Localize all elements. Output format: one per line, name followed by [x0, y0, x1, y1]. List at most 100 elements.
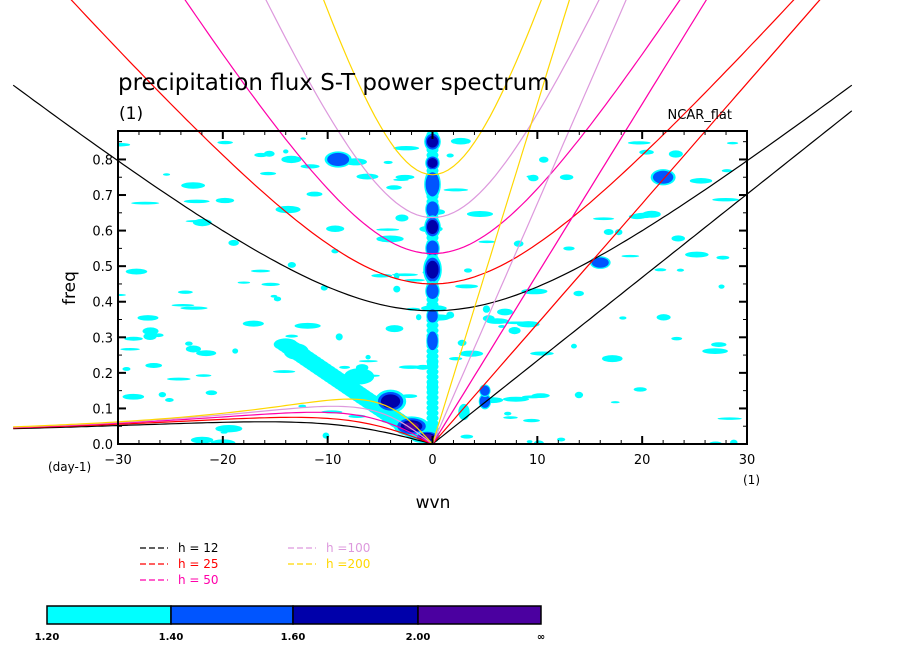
contour-speckle: [671, 336, 683, 341]
colorbar-segment: [170, 605, 294, 625]
contour-speckle: [383, 160, 393, 164]
contour-region: [480, 385, 490, 396]
x-tick-label: 10: [529, 453, 546, 468]
contour-speckle: [482, 305, 491, 313]
contour-speckle: [272, 370, 296, 374]
y-unit-label: (day-1): [48, 460, 91, 474]
contour-region: [426, 260, 439, 279]
contour-speckle: [521, 395, 543, 399]
contour-speckle: [162, 173, 171, 176]
contour-speckle: [563, 246, 575, 251]
contour-region: [426, 354, 439, 371]
legend-label: h = 12: [178, 541, 219, 555]
contour-speckle: [273, 296, 282, 302]
contour-speckle: [530, 351, 554, 356]
contour-speckle: [181, 182, 206, 189]
rossby-wave-curve: [13, 398, 433, 444]
y-tick-label: 0.7: [92, 189, 113, 204]
contour-speckle: [654, 268, 667, 272]
colorbar-segment: [292, 605, 419, 625]
contour-speckle: [205, 390, 218, 396]
contour-speckle: [118, 142, 131, 147]
inertia-gravity-curve: [323, 0, 542, 176]
contour-speckle: [463, 268, 473, 273]
y-tick-label: 0.8: [92, 153, 113, 168]
contour-speckle: [250, 269, 271, 273]
contour-speckle: [504, 321, 529, 325]
contour-speckle: [676, 268, 685, 272]
contour-region: [591, 257, 609, 268]
contour-speckle: [503, 416, 518, 419]
contour-region: [425, 172, 440, 197]
contour-speckle: [395, 174, 415, 180]
x-tick-label: 0: [428, 453, 436, 468]
contour-speckle: [632, 212, 654, 219]
x-unit-label: (1): [743, 473, 760, 487]
contour-speckle: [639, 149, 654, 155]
contour-region: [427, 309, 438, 323]
contour-speckle: [185, 345, 201, 353]
contour-speckle: [393, 272, 400, 280]
contour-speckle: [326, 225, 345, 232]
contour-speckle: [220, 431, 228, 434]
contour-speckle: [365, 354, 371, 360]
contour-speckle: [385, 325, 404, 333]
y-tick-label: 0.4: [92, 296, 113, 311]
contour-region: [426, 377, 439, 397]
dispersion-curves: [12, 0, 853, 444]
contour-speckle: [285, 334, 298, 338]
contour-region: [426, 283, 439, 299]
contour-speckle: [237, 281, 251, 284]
contour-speckle: [712, 198, 739, 202]
contour-speckle: [158, 391, 167, 398]
contour-speckle: [393, 146, 420, 151]
contour-speckle: [124, 336, 143, 341]
y-axis: 0.0 0.1 0.2 0.3 0.4 0.5 0.6 0.7 0.8: [92, 141, 747, 453]
contour-speckle: [215, 197, 235, 204]
contour-speckle: [449, 356, 463, 361]
contour-speckle: [498, 325, 506, 328]
contour-speckle: [717, 417, 742, 420]
contour-speckle: [466, 211, 494, 218]
contour-speckle: [122, 367, 131, 371]
contour-region: [380, 394, 401, 409]
kelvin-wave-line: [431, 0, 627, 444]
contour-speckle: [459, 350, 484, 357]
contour-speckle: [371, 273, 393, 278]
colorbar-label: 1.20: [35, 632, 60, 643]
contour-speckle: [195, 374, 212, 377]
x-tick-label: 30: [739, 453, 756, 468]
contour-speckle: [137, 315, 159, 321]
contour-speckle: [339, 365, 351, 369]
contour-region: [283, 343, 309, 360]
contour-speckle: [300, 137, 307, 140]
contour-speckle: [143, 332, 157, 341]
contour-speckle: [131, 201, 160, 205]
y-tick-label: 0.5: [92, 260, 113, 275]
colorbar-segment: [46, 605, 172, 625]
contour-speckle: [376, 228, 400, 231]
contour-speckle: [358, 360, 378, 363]
contour-speckle: [398, 365, 423, 369]
contour-speckle: [508, 327, 521, 335]
contour-speckle: [526, 440, 533, 444]
contour-region: [344, 368, 375, 385]
contour-speckle: [393, 178, 409, 182]
rossby-wave-curve: [13, 421, 433, 444]
legend-label: h = 25: [178, 557, 219, 571]
chart-subtitle-right: NCAR_flat: [668, 108, 732, 123]
contour-speckle: [523, 418, 540, 423]
contour-speckle: [485, 318, 509, 324]
contour-speckle: [716, 255, 730, 260]
contour-speckle: [120, 348, 140, 351]
contour-speckle: [415, 314, 422, 321]
contour-speckle: [171, 304, 195, 307]
contour-speckle: [478, 240, 496, 244]
contour-speckle: [177, 290, 193, 294]
contour-speckle: [306, 191, 323, 197]
contour-speckle: [504, 411, 512, 416]
x-tick-label: 20: [634, 453, 651, 468]
contour-speckle: [356, 173, 379, 180]
colorbar-label: ∞: [537, 632, 545, 643]
